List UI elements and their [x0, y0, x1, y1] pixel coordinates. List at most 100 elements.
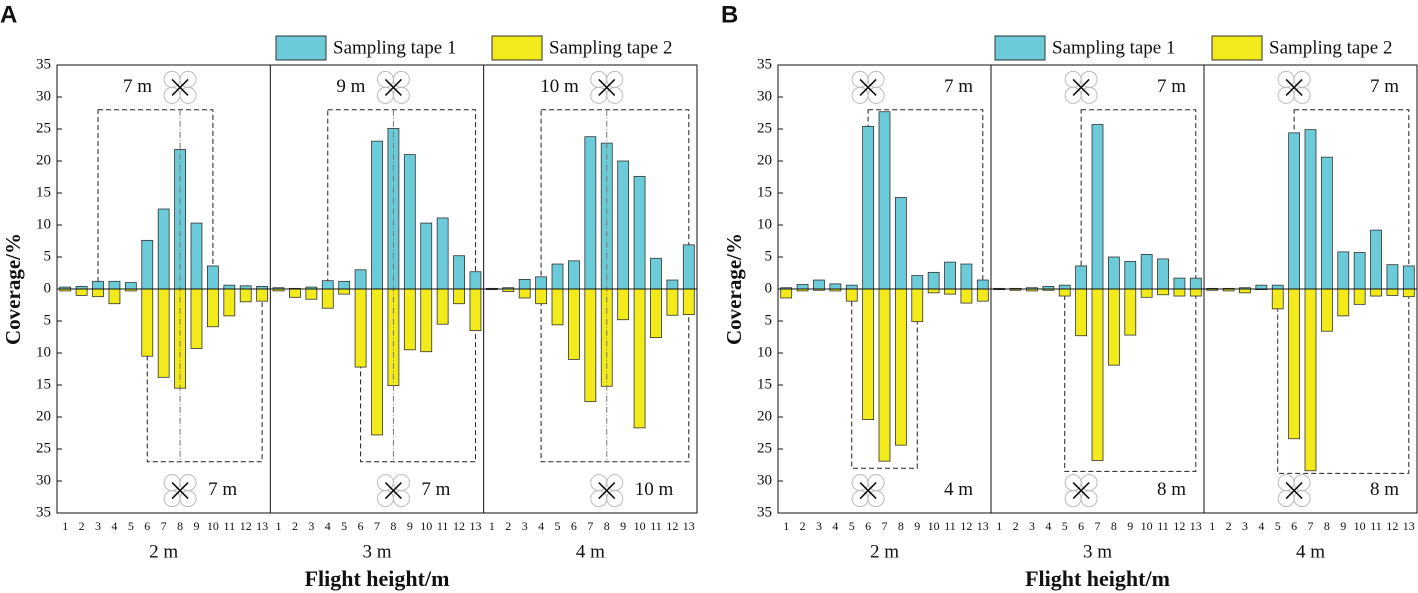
- x-tick-label: 3: [95, 519, 101, 533]
- rotor: [392, 490, 410, 508]
- y-tick-label: 35: [36, 56, 51, 72]
- x-tick-label: 9: [1340, 519, 1346, 533]
- bar: [124, 282, 137, 290]
- drone-icon: [590, 70, 624, 104]
- bar: [633, 288, 646, 429]
- distance-label: 7 m: [421, 479, 450, 500]
- y-tick-label: 35: [757, 504, 772, 520]
- x-tick-label: 4: [1045, 519, 1051, 533]
- x-tick-label: 7: [1095, 519, 1101, 533]
- y-tick-label: 25: [36, 120, 51, 136]
- x-tick-label: 4: [1258, 519, 1264, 533]
- bar: [927, 288, 940, 294]
- x-tick-label: 8: [1111, 519, 1117, 533]
- bar: [682, 288, 695, 316]
- bar: [1157, 258, 1169, 290]
- x-tick-label: 8: [1324, 519, 1330, 533]
- rotor: [606, 86, 624, 104]
- x-tick-label: 9: [620, 519, 626, 533]
- bar: [518, 278, 531, 290]
- x-tick-label: 12: [960, 519, 972, 533]
- bar: [1107, 256, 1120, 290]
- bar: [1058, 284, 1071, 290]
- x-tick-label: 8: [604, 519, 610, 533]
- bar: [338, 280, 351, 290]
- bar: [1288, 288, 1301, 440]
- y-tick-label: 5: [765, 312, 773, 328]
- x-tick-label: 2: [1226, 519, 1232, 533]
- x-tick-label: 2: [79, 519, 85, 533]
- drone-cross: [859, 482, 877, 500]
- bar: [305, 288, 318, 300]
- x-tick-label: 6: [865, 519, 871, 533]
- x-tick-label: 12: [666, 519, 678, 533]
- bar: [650, 257, 662, 290]
- x-tick-label: 2: [505, 519, 511, 533]
- x-tick-label: 5: [555, 519, 561, 533]
- x-tick-label: 3: [816, 519, 822, 533]
- rotor: [1293, 86, 1311, 104]
- legend-swatch: [491, 35, 543, 61]
- x-tick-label: 2: [800, 519, 806, 533]
- bar: [190, 222, 203, 290]
- bar: [911, 275, 924, 290]
- drone-cross: [171, 78, 189, 96]
- bar: [617, 160, 630, 290]
- bar: [845, 288, 858, 302]
- bar: [894, 288, 907, 446]
- bar: [535, 288, 548, 305]
- drone-icon: [851, 474, 885, 508]
- bar: [371, 288, 383, 436]
- x-tick-label: 13: [469, 519, 481, 533]
- dashed-box: [1080, 109, 1197, 290]
- bar: [1075, 288, 1088, 337]
- bar: [1189, 277, 1202, 290]
- x-tick-label: 2: [1013, 519, 1019, 533]
- y-tick-label: 25: [757, 120, 772, 136]
- x-tick-label: 2: [292, 519, 298, 533]
- bar: [436, 217, 449, 290]
- bar: [141, 288, 154, 357]
- bar: [403, 154, 416, 290]
- bar: [239, 288, 252, 303]
- bar: [157, 288, 170, 378]
- x-tick-label: 12: [453, 519, 465, 533]
- bar: [453, 288, 465, 305]
- panel-label: B: [721, 1, 738, 28]
- bar: [403, 288, 416, 351]
- y-tick-label: 20: [36, 152, 51, 168]
- bar: [650, 288, 662, 339]
- bar: [1107, 288, 1120, 366]
- bar: [927, 271, 940, 290]
- bar: [1140, 288, 1153, 298]
- dashed-box: [97, 109, 214, 290]
- drone-cross: [384, 78, 402, 96]
- bar: [141, 239, 154, 290]
- bar: [780, 288, 793, 299]
- x-tick-label: 10: [1354, 519, 1366, 533]
- bar: [1189, 288, 1202, 297]
- x-tick-label: 4: [325, 519, 331, 533]
- bar: [960, 288, 973, 304]
- y-tick-label: 25: [36, 440, 51, 456]
- x-tick-label: 11: [224, 519, 236, 533]
- x-axis-label: Flight height/m: [305, 566, 450, 591]
- bar: [75, 288, 88, 296]
- drone-cross: [1072, 482, 1090, 500]
- y-axis-label: Coverage/%: [722, 233, 746, 345]
- y-tick-label: 30: [36, 88, 51, 104]
- bar: [1337, 251, 1350, 290]
- x-tick-label: 1: [783, 519, 789, 533]
- bar: [338, 288, 351, 295]
- bar: [862, 126, 875, 290]
- bar: [436, 288, 449, 325]
- drone-icon: [376, 474, 410, 508]
- y-tick-label: 5: [765, 248, 773, 264]
- plot-frame: [56, 64, 698, 514]
- x-tick-label: 13: [256, 519, 268, 533]
- x-tick-label: 7: [161, 519, 167, 533]
- bar: [584, 288, 597, 403]
- x-tick-label: 5: [341, 519, 347, 533]
- bar: [617, 288, 630, 321]
